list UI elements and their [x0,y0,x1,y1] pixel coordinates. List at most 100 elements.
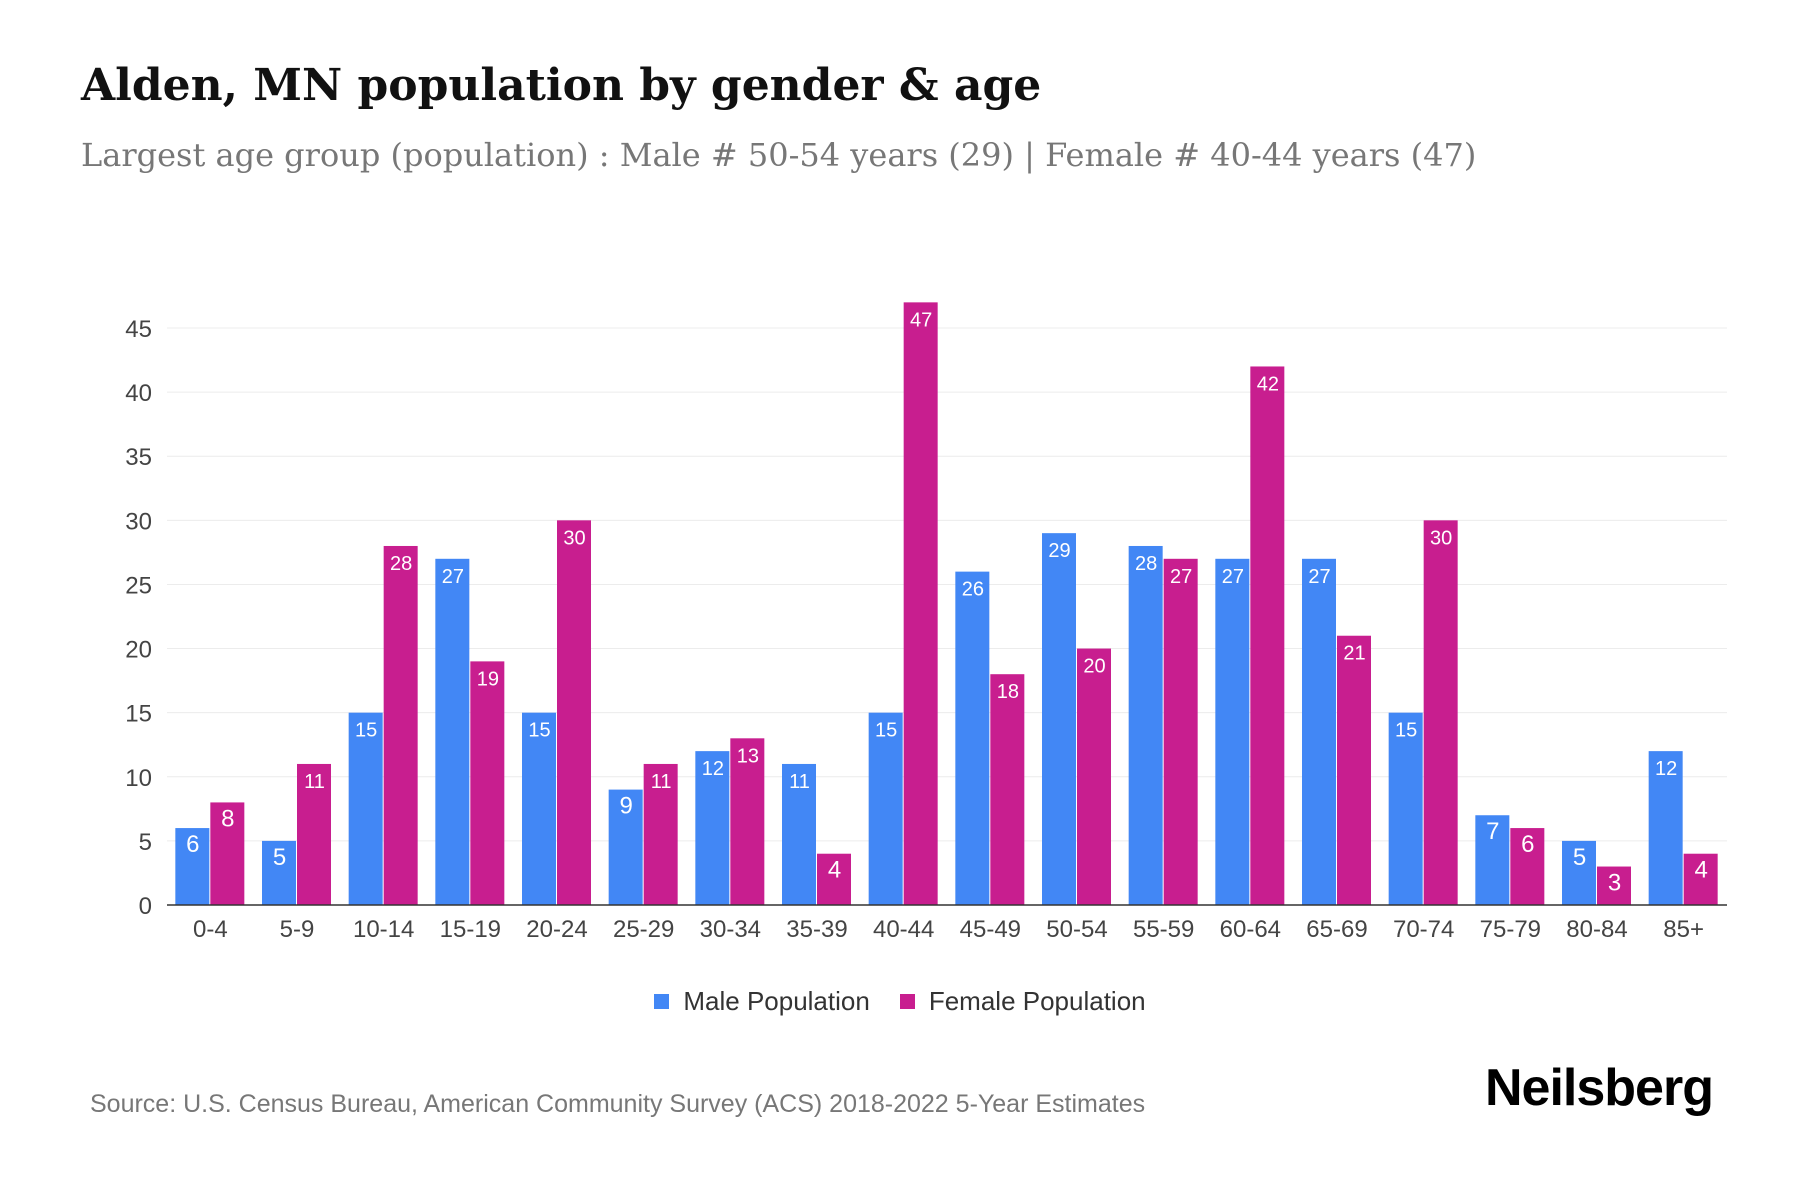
male-value-label: 29 [1048,540,1070,562]
male-value-label: 15 [875,720,897,742]
female-bar [730,738,765,905]
male-bar [1128,545,1163,905]
male-bar [1475,815,1510,905]
y-tick-label: 35 [125,444,152,471]
y-tick-label: 25 [125,572,152,599]
female-bar [1163,558,1198,905]
female-value-label: 28 [390,553,412,575]
legend-item-male: Male Population [654,986,870,1017]
male-value-label: 7 [1486,818,1499,845]
male-value-label: 5 [273,844,286,871]
x-tick-label: 10-14 [353,916,414,943]
male-bar [262,840,296,905]
x-tick-label: 75-79 [1480,916,1541,943]
y-tick-label: 40 [125,380,152,407]
male-bar [1648,751,1683,905]
chart-title: Alden, MN population by gender & age [81,60,1042,111]
male-bar [435,558,470,905]
x-tick-label: 50-54 [1046,916,1107,943]
x-tick-label: 65-69 [1306,916,1367,943]
male-value-label: 15 [1395,720,1417,742]
male-value-label: 15 [355,720,377,742]
legend: Male Population Female Population [0,986,1800,1017]
female-value-label: 27 [1170,566,1192,588]
male-value-label: 5 [1573,844,1586,871]
male-bar [1215,558,1250,905]
male-bar [782,763,816,905]
female-value-label: 11 [304,771,325,793]
female-value-label: 21 [1343,643,1365,665]
female-value-label: 13 [737,745,759,767]
female-bar [1683,853,1718,905]
female-value-label: 20 [1083,656,1105,678]
female-value-label: 42 [1257,373,1279,395]
legend-item-female: Female Population [899,986,1146,1017]
male-value-label: 26 [962,579,984,601]
female-bar [1250,366,1285,905]
x-tick-label: 40-44 [873,916,934,943]
x-tick-label: 60-64 [1220,916,1281,943]
female-bar [1510,828,1545,905]
legend-label-female: Female Population [928,986,1146,1016]
y-tick-label: 15 [125,701,152,728]
male-value-label: 27 [1222,566,1244,588]
male-bar [695,751,730,905]
female-value-label: 3 [1608,870,1621,897]
neilsberg-logo: Neilsberg [1485,1059,1714,1117]
y-tick-label: 0 [139,893,152,920]
male-value-label: 9 [619,793,632,820]
female-bar [1423,520,1458,905]
male-value-label: 12 [702,758,724,780]
male-bar [348,712,383,905]
female-value-label: 11 [651,771,672,793]
x-tick-label: 35-39 [786,916,847,943]
female-bar [210,802,245,905]
female-bar [1077,648,1111,905]
female-bar [297,763,331,905]
male-bar [1042,533,1076,905]
x-tick-label: 45-49 [960,916,1021,943]
legend-label-male: Male Population [683,986,870,1016]
male-value-label: 6 [186,831,199,858]
y-tick-label: 20 [125,637,152,664]
male-bar [1302,558,1336,905]
male-value-label: 15 [528,720,550,742]
x-tick-label: 55-59 [1133,916,1194,943]
female-bar [1337,635,1371,905]
female-value-label: 19 [477,668,499,690]
x-tick-label: 5-9 [280,916,315,943]
female-value-label: 47 [910,309,932,331]
female-bar [383,545,418,905]
male-bar [175,828,210,905]
female-bar [1597,866,1631,905]
y-tick-label: 10 [125,765,152,792]
x-tick-label: 30-34 [700,916,761,943]
y-tick-label: 30 [125,508,152,535]
female-value-label: 18 [997,681,1019,703]
x-tick-label: 0-4 [193,916,228,943]
female-bar [990,674,1025,905]
male-bar [608,789,643,905]
legend-swatch-female [899,994,915,1009]
female-bar [903,302,938,905]
y-tick-label: 45 [125,316,152,343]
y-tick-label: 5 [139,829,152,856]
x-tick-label: 80-84 [1566,916,1627,943]
male-value-label: 27 [1308,566,1330,588]
x-tick-label: 70-74 [1393,916,1454,943]
male-bar [955,571,990,905]
female-bar [643,763,678,905]
female-value-label: 30 [1430,527,1452,549]
x-tick-label: 25-29 [613,916,674,943]
male-value-label: 11 [789,771,810,793]
legend-swatch-male [654,994,670,1009]
male-value-label: 12 [1655,758,1677,780]
female-bar [470,661,505,905]
male-bar [1562,840,1596,905]
female-value-label: 30 [563,527,585,549]
male-bar [1388,712,1423,905]
female-value-label: 8 [221,805,234,832]
source-note: Source: U.S. Census Bureau, American Com… [90,1090,1146,1118]
